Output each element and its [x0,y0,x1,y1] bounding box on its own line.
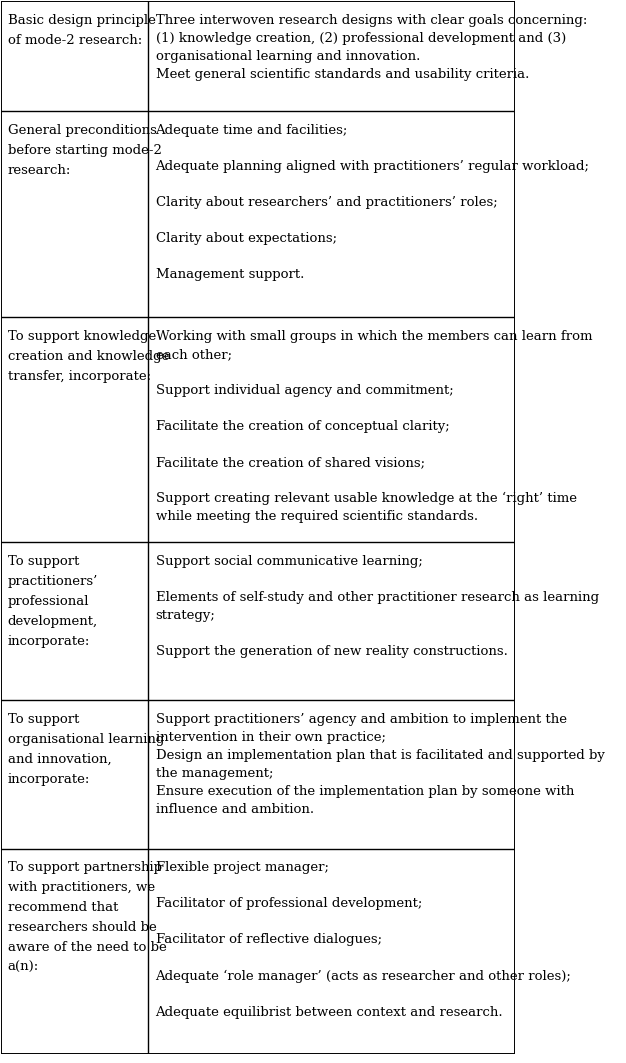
Text: General preconditions
before starting mode-2
research:: General preconditions before starting mo… [8,124,162,178]
Text: To support
practitioners’
professional
development,
incorporate:: To support practitioners’ professional d… [8,555,98,648]
Text: Working with small groups in which the members can learn from
each other;

Suppo: Working with small groups in which the m… [156,330,592,523]
Text: Three interwoven research designs with clear goals concerning:
(1) knowledge cre: Three interwoven research designs with c… [156,14,587,81]
Text: To support knowledge
creation and knowledge
transfer, incorporate:: To support knowledge creation and knowle… [8,330,169,383]
Text: Basic design principle
of mode-2 research:: Basic design principle of mode-2 researc… [8,14,155,47]
Text: Adequate time and facilities;

Adequate planning aligned with practitioners’ reg: Adequate time and facilities; Adequate p… [156,124,590,281]
Text: Support practitioners’ agency and ambition to implement the
intervention in thei: Support practitioners’ agency and ambiti… [156,713,605,816]
Text: To support
organisational learning
and innovation,
incorporate:: To support organisational learning and i… [8,713,164,786]
Text: To support partnership
with practitioners, we
recommend that
researchers should : To support partnership with practitioner… [8,861,167,974]
Text: Support social communicative learning;

Elements of self-study and other practit: Support social communicative learning; E… [156,555,598,658]
Text: Flexible project manager;

Facilitator of professional development;

Facilitator: Flexible project manager; Facilitator of… [156,861,572,1018]
